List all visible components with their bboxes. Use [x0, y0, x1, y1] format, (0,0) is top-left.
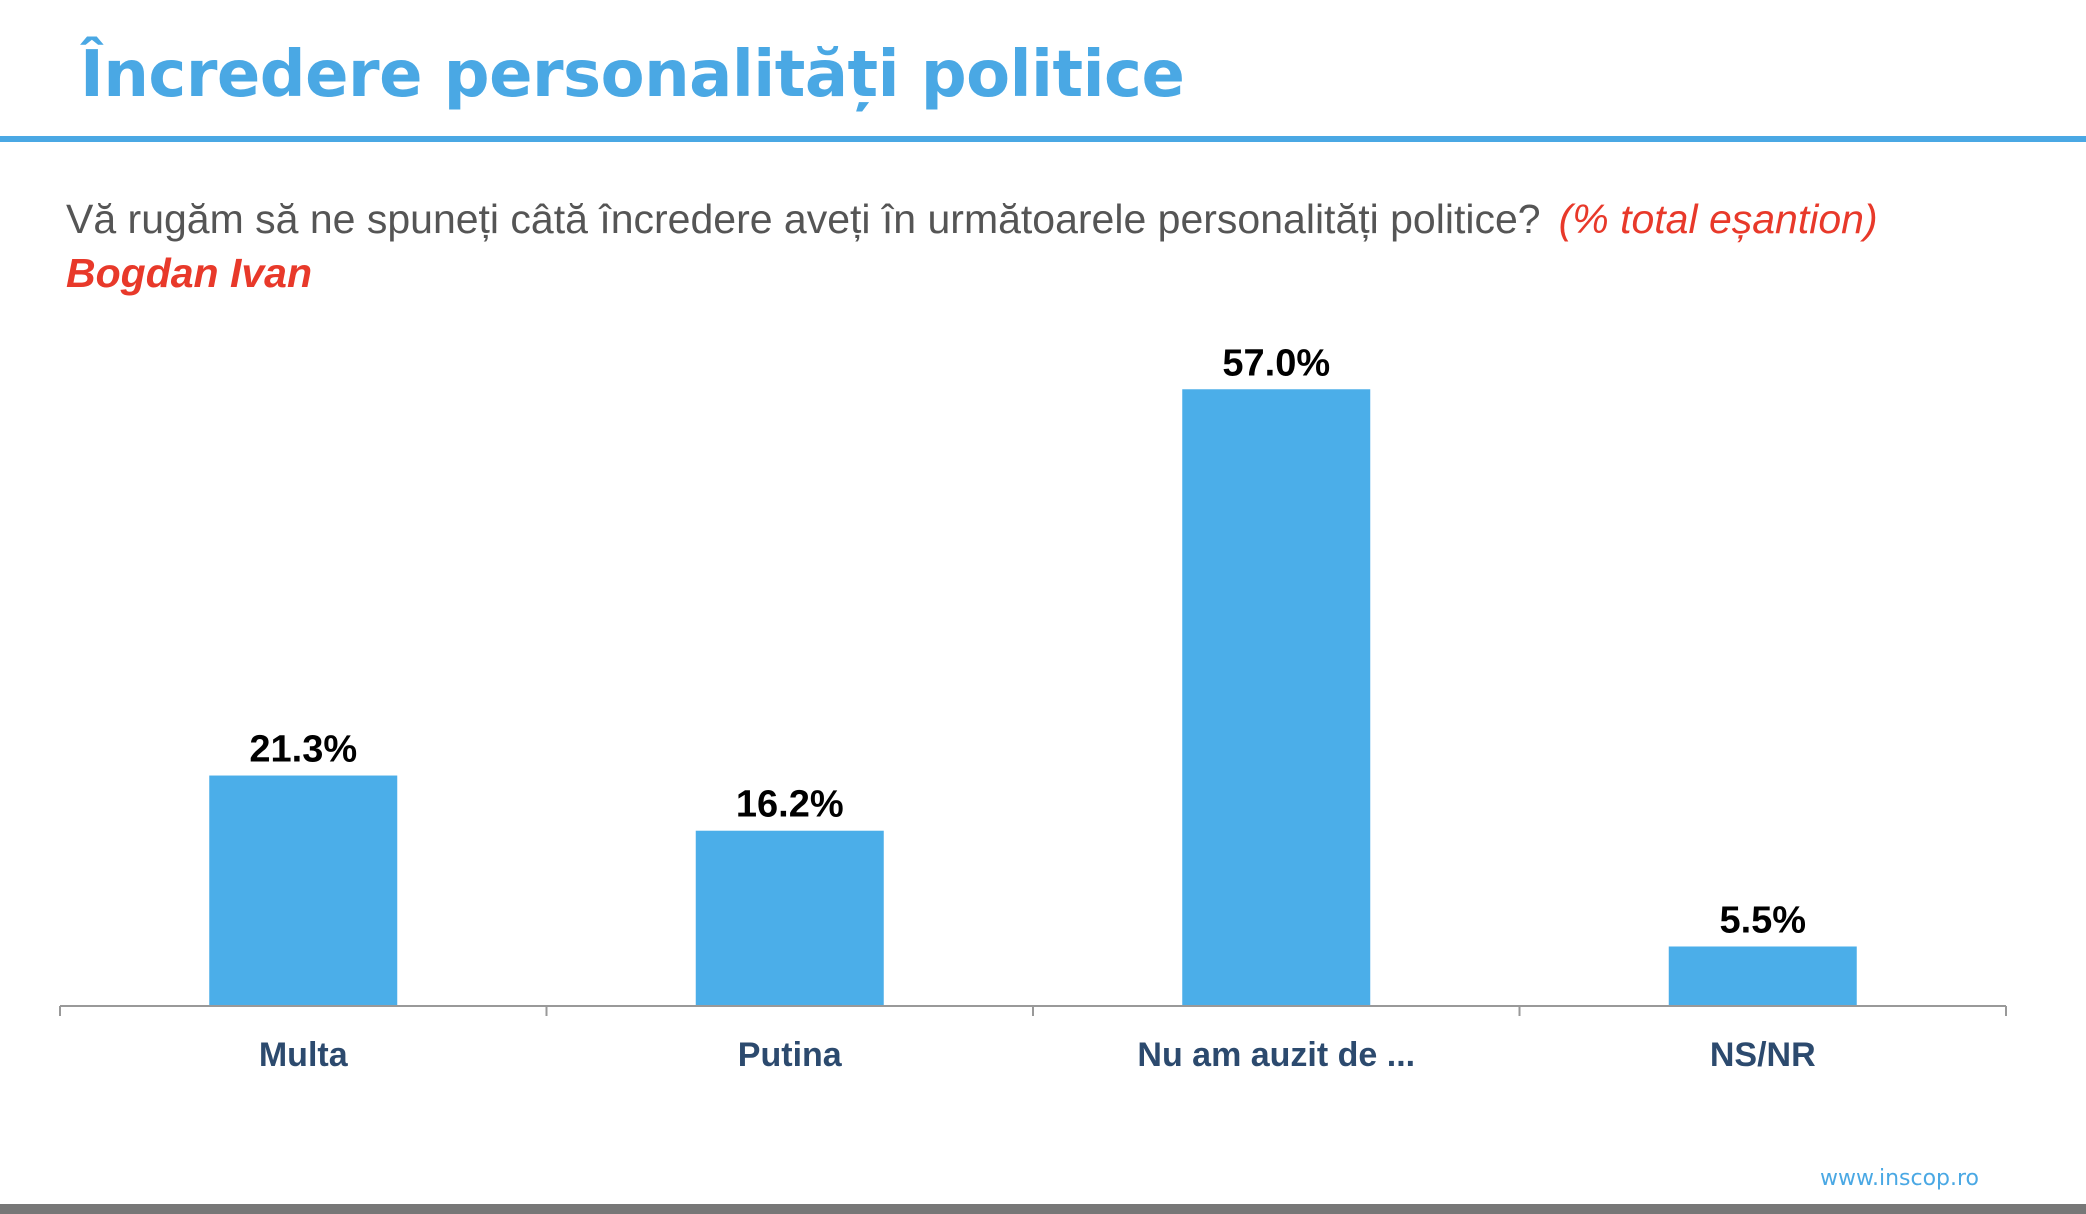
sample-note: (% total eșantion) — [1558, 196, 1878, 242]
question-label: Vă rugăm să ne spuneți câtă încredere av… — [66, 196, 1541, 242]
website-link[interactable]: www.inscop.ro — [1820, 1166, 1980, 1191]
category-label-1: Multa — [259, 1036, 349, 1074]
bar-1 — [209, 775, 398, 1006]
bar-3 — [1182, 389, 1371, 1006]
footer-bar — [0, 1204, 2086, 1214]
title-divider — [0, 136, 2086, 142]
question-text: Vă rugăm să ne spuneți câtă încredere av… — [66, 196, 1878, 243]
value-label-1: 21.3% — [249, 729, 357, 771]
value-label-2: 16.2% — [736, 784, 844, 826]
bar-2 — [695, 830, 884, 1006]
value-label-4: 5.5% — [1719, 899, 1806, 941]
category-label-2: Putina — [738, 1036, 843, 1074]
category-label-4: NS/NR — [1710, 1036, 1816, 1074]
subject-name: Bogdan Ivan — [66, 250, 313, 296]
x-axis — [59, 1005, 2007, 1016]
value-label-3: 57.0% — [1222, 342, 1330, 384]
labels-group: 21.3% Multa 16.2% Putina 57.0% Nu am auzit de… — [249, 342, 1815, 1074]
page-title: Încredere personalități politice — [80, 38, 1185, 112]
bars-group — [209, 389, 1857, 1006]
category-label-3: Nu am auzit de ... — [1137, 1036, 1415, 1074]
bar-4 — [1668, 946, 1857, 1006]
